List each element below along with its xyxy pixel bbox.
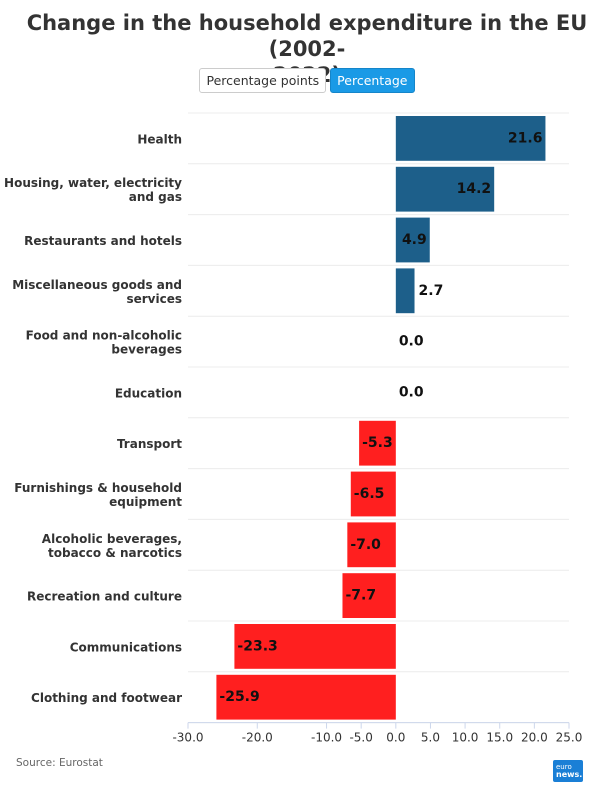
view-toggle-group: Percentage points Percentage bbox=[0, 68, 614, 93]
value-label: -25.9 bbox=[219, 689, 259, 705]
x-tick-label: 25.0 bbox=[556, 731, 583, 745]
category-label: Restaurants and hotels bbox=[24, 234, 182, 248]
x-tick-label: -5.0 bbox=[349, 731, 372, 745]
logo-line2: news. bbox=[556, 770, 583, 779]
category-label: Clothing and footwear bbox=[31, 691, 182, 705]
bar bbox=[234, 624, 396, 669]
x-tick-label: 20.0 bbox=[521, 731, 548, 745]
euronews-logo: euro news. bbox=[553, 760, 583, 782]
bar bbox=[359, 420, 396, 466]
value-label: 21.6 bbox=[508, 130, 543, 146]
category-label: Recreation and culture bbox=[27, 590, 182, 604]
bar bbox=[216, 674, 396, 720]
value-label: 2.7 bbox=[419, 283, 444, 299]
category-label: Food and non-alcoholic bbox=[26, 329, 182, 343]
category-label: equipment bbox=[109, 495, 182, 509]
bar bbox=[342, 573, 396, 618]
bar bbox=[347, 522, 396, 568]
value-label: 0.0 bbox=[399, 384, 424, 400]
bar bbox=[395, 217, 430, 263]
chart-title-line1: Change in the household expenditure in t… bbox=[26, 11, 588, 61]
category-label: Communications bbox=[70, 640, 182, 654]
x-tick-label: -30.0 bbox=[172, 731, 203, 745]
source-note: Source: Eurostat bbox=[16, 757, 103, 769]
value-label: -6.5 bbox=[354, 486, 385, 502]
category-label: beverages bbox=[111, 343, 182, 357]
category-label: Transport bbox=[117, 437, 182, 451]
category-label: Education bbox=[115, 386, 182, 400]
value-label: -7.7 bbox=[345, 588, 376, 604]
x-tick-label: -10.0 bbox=[311, 731, 342, 745]
value-label: -7.0 bbox=[350, 537, 381, 553]
value-label: -23.3 bbox=[237, 638, 277, 654]
category-label: Alcoholic beverages, bbox=[42, 532, 182, 546]
bar bbox=[395, 166, 495, 212]
value-label: 14.2 bbox=[457, 181, 492, 197]
percentage-toggle-button[interactable]: Percentage bbox=[330, 68, 415, 93]
x-tick-label: -20.0 bbox=[242, 731, 273, 745]
bar bbox=[350, 471, 396, 517]
logo-line1: euro bbox=[556, 763, 572, 771]
category-label: Furnishings & household bbox=[14, 481, 182, 495]
x-tick-label: 15.0 bbox=[486, 731, 513, 745]
category-label: Health bbox=[137, 132, 182, 146]
chart-title: Change in the household expenditure in t… bbox=[0, 10, 614, 88]
bar bbox=[395, 268, 415, 314]
x-tick-label: 0.0 bbox=[386, 731, 405, 745]
value-label: -5.3 bbox=[362, 435, 393, 451]
category-label: and gas bbox=[129, 190, 182, 204]
category-label: Miscellaneous goods and bbox=[12, 278, 182, 292]
x-tick-label: 10.0 bbox=[452, 731, 479, 745]
value-label: 0.0 bbox=[399, 334, 424, 350]
bar bbox=[395, 116, 546, 161]
category-label: tobacco & narcotics bbox=[48, 546, 182, 560]
category-label: services bbox=[126, 292, 182, 306]
percentage-points-toggle-button[interactable]: Percentage points bbox=[199, 68, 327, 93]
category-label: Housing, water, electricity bbox=[4, 176, 182, 190]
x-tick-label: 5.0 bbox=[421, 731, 440, 745]
value-label: 4.9 bbox=[402, 232, 427, 248]
